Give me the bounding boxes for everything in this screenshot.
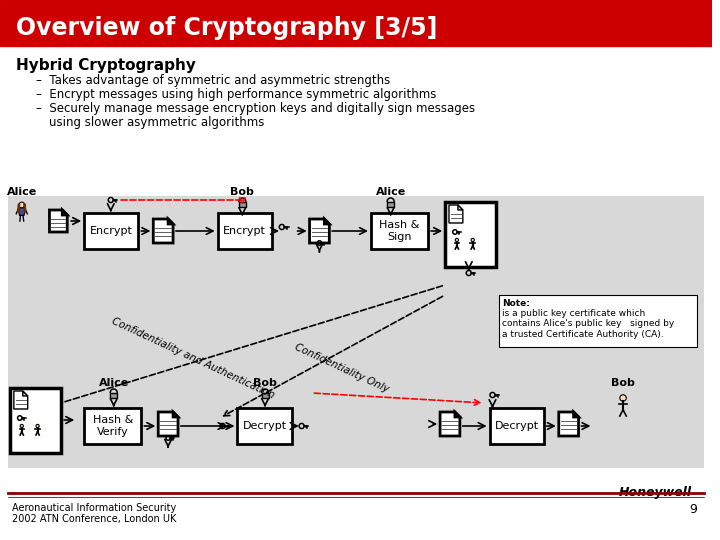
Text: Confidentiality and Authentication: Confidentiality and Authentication bbox=[110, 316, 276, 400]
Circle shape bbox=[36, 424, 39, 428]
Text: 9: 9 bbox=[689, 503, 697, 516]
Bar bbox=[500, 295, 697, 347]
Text: Alice: Alice bbox=[376, 187, 406, 197]
Polygon shape bbox=[310, 219, 329, 243]
Circle shape bbox=[455, 238, 459, 241]
Text: Alice: Alice bbox=[99, 378, 129, 388]
Text: Encrypt: Encrypt bbox=[223, 226, 266, 236]
Text: Encrypt: Encrypt bbox=[90, 226, 132, 236]
Circle shape bbox=[19, 202, 24, 208]
Polygon shape bbox=[325, 219, 329, 224]
Text: Bob: Bob bbox=[230, 187, 254, 197]
Text: Overview of Cryptography [3/5]: Overview of Cryptography [3/5] bbox=[16, 16, 437, 40]
Text: Note:: Note: bbox=[503, 299, 530, 308]
Polygon shape bbox=[63, 210, 67, 215]
Polygon shape bbox=[173, 412, 178, 417]
Text: Hybrid Cryptography: Hybrid Cryptography bbox=[16, 58, 196, 73]
Text: –  Encrypt messages using high performance symmetric algorithms: – Encrypt messages using high performanc… bbox=[35, 88, 436, 101]
Bar bbox=[10, 388, 61, 453]
Text: Bob: Bob bbox=[253, 378, 277, 388]
Text: Alice: Alice bbox=[6, 187, 37, 197]
Circle shape bbox=[471, 238, 474, 241]
Bar bbox=[84, 213, 138, 249]
Polygon shape bbox=[50, 210, 67, 232]
Polygon shape bbox=[153, 219, 173, 243]
Bar bbox=[445, 202, 497, 267]
Text: Honeywell: Honeywell bbox=[619, 486, 692, 499]
Text: Bob: Bob bbox=[611, 378, 635, 388]
Polygon shape bbox=[559, 412, 579, 436]
Polygon shape bbox=[18, 208, 25, 215]
Circle shape bbox=[20, 424, 23, 428]
Text: Aeronautical Information Security: Aeronautical Information Security bbox=[12, 503, 176, 513]
Polygon shape bbox=[574, 412, 579, 417]
Bar bbox=[0, 0, 712, 46]
Circle shape bbox=[620, 395, 626, 401]
Polygon shape bbox=[23, 391, 27, 396]
Polygon shape bbox=[455, 412, 460, 417]
Text: is a public key certificate which
contains Alice's public key   signed by
a trus: is a public key certificate which contai… bbox=[503, 309, 675, 339]
Text: Confidentiality Only: Confidentiality Only bbox=[292, 342, 390, 394]
Bar bbox=[8, 196, 704, 468]
Bar bbox=[238, 408, 292, 444]
Polygon shape bbox=[440, 412, 460, 436]
Text: Decrypt: Decrypt bbox=[243, 421, 287, 431]
Polygon shape bbox=[14, 391, 27, 409]
Bar bbox=[261, 393, 269, 398]
Bar bbox=[239, 201, 246, 207]
Text: Hash &
Verify: Hash & Verify bbox=[93, 415, 133, 437]
Text: Decrypt: Decrypt bbox=[495, 421, 539, 431]
Bar bbox=[110, 393, 117, 398]
Text: –  Takes advantage of symmetric and asymmetric strengths: – Takes advantage of symmetric and asymm… bbox=[35, 74, 390, 87]
Polygon shape bbox=[458, 205, 463, 210]
Bar bbox=[371, 213, 428, 249]
Text: –  Securely manage message encryption keys and digitally sign messages: – Securely manage message encryption key… bbox=[35, 102, 474, 115]
Bar bbox=[490, 408, 544, 444]
Bar bbox=[84, 408, 141, 444]
Text: 2002 ATN Conference, London UK: 2002 ATN Conference, London UK bbox=[12, 514, 176, 524]
Text: Hash &
Sign: Hash & Sign bbox=[379, 220, 420, 242]
Bar bbox=[217, 213, 272, 249]
Polygon shape bbox=[449, 205, 463, 223]
Polygon shape bbox=[168, 219, 173, 224]
Bar bbox=[387, 201, 394, 207]
Polygon shape bbox=[158, 412, 178, 436]
Text: using slower asymmetric algorithms: using slower asymmetric algorithms bbox=[50, 116, 265, 129]
